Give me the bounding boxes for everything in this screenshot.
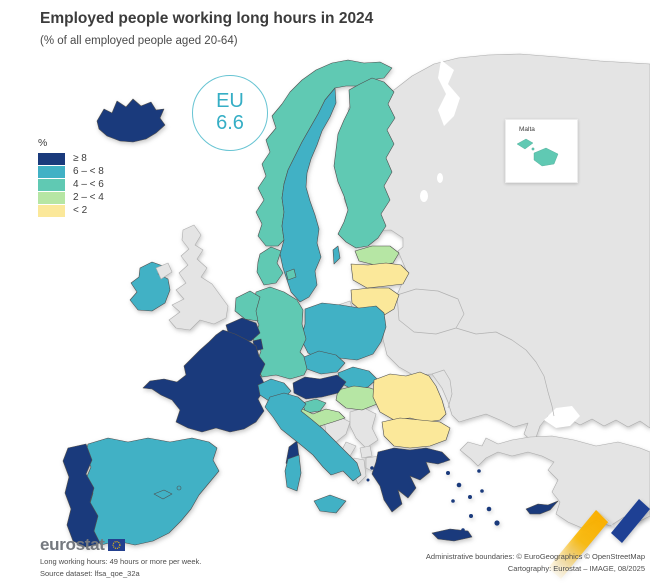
country-latvia[interactable]	[350, 262, 410, 289]
country-denmark[interactable]	[256, 246, 297, 286]
legend-label: 4 – < 6	[73, 179, 104, 190]
country-kosovo	[359, 445, 373, 459]
country-czechia[interactable]	[303, 350, 346, 375]
footnote-source: Source dataset: lfsa_qoe_32a	[40, 569, 140, 578]
country-serbia	[349, 407, 379, 449]
legend-swatch-c3	[38, 178, 65, 191]
legend-swatch-c2	[38, 165, 65, 178]
country-austria[interactable]	[292, 374, 347, 400]
legend-row: 4 – < 6	[38, 178, 104, 191]
country-estonia[interactable]	[354, 245, 400, 266]
legend-swatch-c4	[38, 191, 65, 204]
legend-label: < 2	[73, 205, 88, 216]
legend-row: 2 – < 4	[38, 191, 104, 204]
island-sicily	[313, 494, 347, 514]
map-legend: % ≥ 8 6 – < 8 4 – < 6 2 – < 4 < 2	[38, 137, 104, 217]
eu-average-badge: EU 6.6	[192, 75, 268, 151]
legend-label: 2 – < 4	[73, 192, 104, 203]
decorative-ribbons	[548, 499, 650, 579]
border-moldova	[431, 369, 453, 409]
island-gotland	[332, 245, 341, 265]
island-crete	[431, 528, 473, 542]
country-spain[interactable]	[84, 437, 220, 546]
credit-boundaries: Administrative boundaries: © EuroGeograp…	[425, 552, 645, 561]
malta-inset-label: Malta	[519, 126, 535, 133]
island-malta	[533, 147, 559, 167]
country-finland[interactable]	[333, 77, 396, 249]
legend-label: ≥ 8	[73, 153, 87, 164]
country-italy[interactable]	[264, 392, 362, 514]
legend-unit: %	[38, 137, 48, 149]
country-bulgaria[interactable]	[381, 417, 451, 449]
legend-label: 6 – < 8	[73, 166, 104, 177]
white-sea	[438, 60, 460, 126]
border-belarus	[396, 288, 465, 335]
island-comino	[531, 147, 535, 151]
island-gozo	[516, 138, 534, 150]
eu-flag-icon	[107, 539, 125, 551]
island-menorca	[176, 485, 182, 491]
island-zealand	[285, 268, 297, 281]
footer-left: eurostat Long working hours: 49 hours or…	[40, 535, 201, 579]
country-united-kingdom	[168, 224, 229, 331]
eu-badge-value: 6.6	[216, 112, 244, 134]
country-greece[interactable]	[366, 447, 500, 542]
legend-row: ≥ 8	[38, 152, 104, 165]
malta-inset: Malta	[505, 119, 578, 183]
island-mallorca	[153, 489, 173, 500]
legend-swatch-c1	[38, 152, 65, 165]
page-subtitle: (% of all employed people aged 20-64)	[40, 35, 238, 47]
lake-ladoga	[420, 190, 428, 202]
eurostat-logo-text: eurostat	[40, 535, 105, 554]
legend-row: < 2	[38, 204, 104, 217]
legend-swatch-c5	[38, 204, 65, 217]
page-title: Employed people working long hours in 20…	[40, 10, 374, 27]
footer-right: Administrative boundaries: © EuroGeograp…	[426, 551, 645, 575]
country-turkiye	[459, 435, 650, 529]
credit-cartography: Cartography: Eurostat – IMAGE, 08/2025	[507, 564, 645, 573]
country-slovakia[interactable]	[337, 366, 378, 390]
legend-row: 6 – < 8	[38, 165, 104, 178]
ribbon-blue	[611, 499, 650, 543]
footnote-definition: Long working hours: 49 hours or more per…	[40, 557, 202, 566]
country-poland[interactable]	[300, 302, 387, 361]
country-romania[interactable]	[372, 371, 447, 423]
ribbon-yellow	[548, 510, 609, 579]
country-sweden[interactable]	[279, 87, 341, 303]
lake-onega	[437, 173, 443, 183]
country-malta[interactable]	[516, 138, 559, 167]
border-ukraine	[455, 327, 555, 417]
aegean-islands	[366, 459, 500, 532]
country-iceland[interactable]	[96, 98, 166, 143]
country-portugal[interactable]	[62, 443, 101, 548]
country-netherlands[interactable]	[234, 290, 261, 322]
island-sardinia	[284, 454, 302, 492]
eu-badge-label: EU	[216, 90, 244, 113]
country-cyprus[interactable]	[525, 500, 559, 515]
header: Employed people working long hours in 20…	[40, 10, 373, 47]
malta-inset-map	[516, 138, 559, 167]
eurostat-logo: eurostat	[40, 535, 201, 555]
region-northern-ireland	[155, 262, 173, 280]
